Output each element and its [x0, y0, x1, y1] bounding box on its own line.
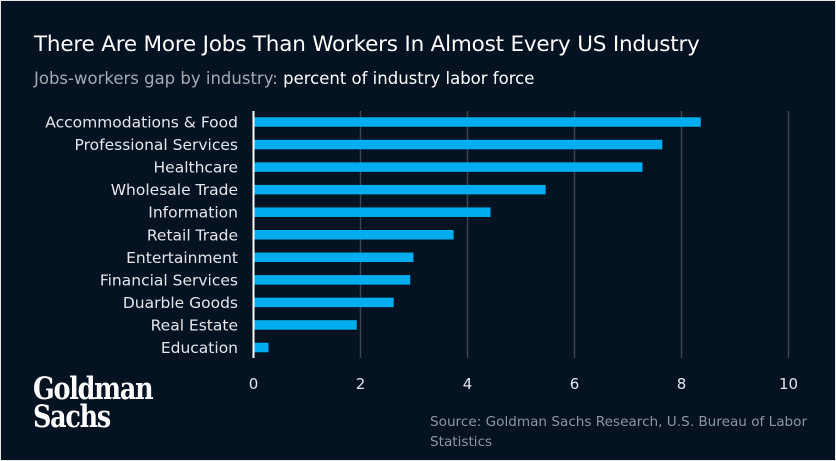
category-label: Financial Services: [100, 271, 238, 289]
category-labels: Accommodations & Food Professional Servic…: [45, 114, 238, 358]
category-label: Accommodations & Food: [45, 114, 238, 132]
x-tick-label: 6: [570, 375, 580, 393]
bar: [253, 184, 546, 195]
bar: [253, 117, 701, 127]
category-label: Entertainment: [126, 249, 238, 267]
bars: [253, 117, 701, 353]
chart-title: There Are More Jobs Than Workers In Almo…: [34, 32, 700, 57]
logo-line-2: Sachs: [33, 399, 111, 435]
category-label: Retail Trade: [147, 226, 238, 244]
goldman-sachs-logo: Goldman Sachs: [33, 371, 154, 435]
logo-line-1: Goldman: [33, 371, 154, 407]
x-tick-label: 10: [779, 375, 798, 393]
bar: [253, 207, 491, 217]
bar: [253, 230, 454, 240]
x-tick-labels: 0 2 4 6 8 10: [249, 375, 798, 393]
subtitle-prefix: Jobs-workers gap by industry:: [34, 69, 278, 88]
category-label: Real Estate: [151, 316, 238, 334]
category-label: Healthcare: [154, 159, 239, 177]
bar: [253, 320, 357, 330]
source-note: Source: Goldman Sachs Research, U.S. Bur…: [430, 414, 808, 450]
x-tick-label: 2: [356, 375, 366, 393]
category-label: Information: [148, 204, 238, 222]
category-label: Wholesale Trade: [111, 181, 238, 199]
bar: [253, 139, 663, 150]
category-label: Professional Services: [75, 136, 238, 154]
bar: [253, 342, 269, 353]
bar: [253, 252, 414, 263]
gridlines: [359, 111, 790, 358]
x-tick-label: 8: [677, 375, 687, 393]
bar: [253, 162, 643, 172]
subtitle-units: percent of industry labor force: [283, 69, 535, 88]
category-label: Education: [161, 339, 238, 357]
x-tick-label: 4: [463, 375, 473, 393]
bar: [253, 275, 411, 285]
x-tick-label: 0: [249, 375, 259, 393]
category-label: Duarble Goods: [123, 294, 238, 312]
bar: [253, 297, 394, 308]
chart-subtitle: Jobs-workers gap by industry: percent of…: [34, 69, 534, 88]
